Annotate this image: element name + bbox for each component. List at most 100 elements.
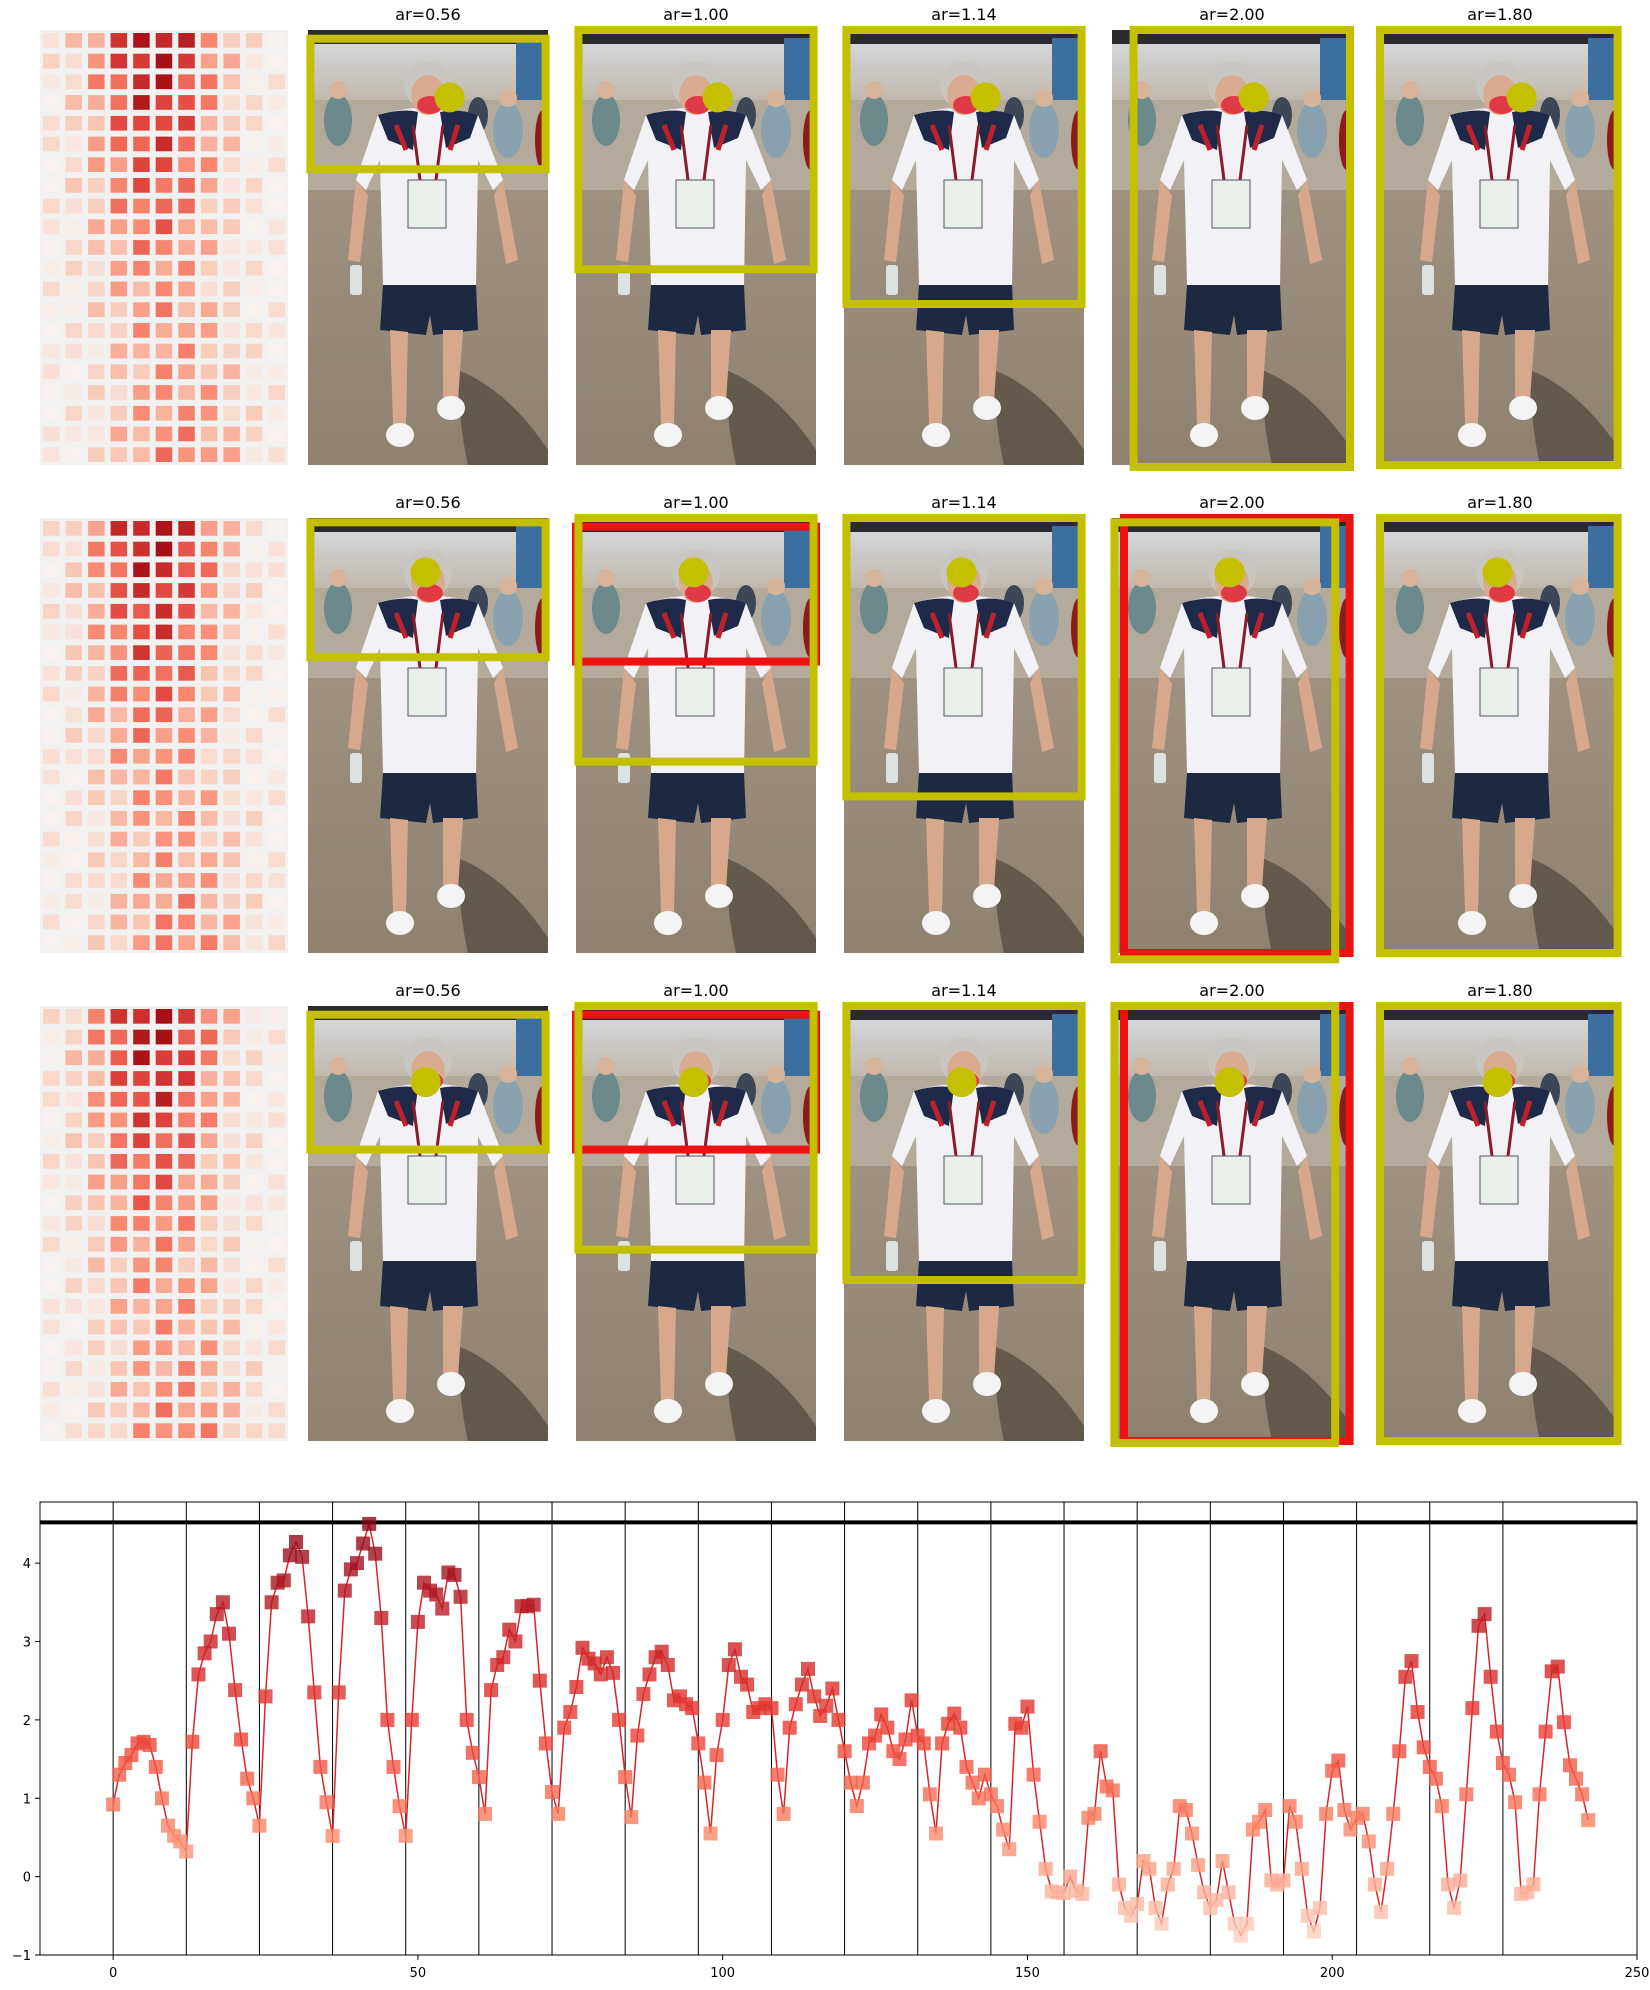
x-tick-label: 50 (410, 1966, 427, 1981)
heatmap-cell (88, 74, 105, 90)
heatmap-cell (88, 686, 105, 702)
heatmap-cell (245, 1278, 263, 1293)
heatmap-cell (178, 33, 195, 48)
heatmap-cell (178, 728, 195, 743)
heatmap-cell (223, 728, 240, 743)
heatmap-cell (155, 707, 173, 723)
heatmap-cell (133, 385, 150, 400)
heatmap-cell (155, 541, 173, 557)
heatmap-cell (268, 1050, 285, 1066)
data-point (325, 1828, 340, 1843)
heatmap-cell (88, 1257, 105, 1273)
heatmap-cell (43, 323, 60, 338)
heatmap-cell (200, 811, 218, 826)
heatmap-cell (88, 728, 105, 743)
data-point (801, 1661, 815, 1676)
heatmap-cell (200, 624, 218, 640)
heatmap-cell (200, 1236, 218, 1252)
heatmap-cell (65, 1029, 82, 1045)
heatmap-cell (88, 385, 105, 400)
heatmap-cell (133, 873, 150, 888)
image-panel: ar=0.56 (306, 5, 550, 465)
panel-title: ar=1.14 (931, 5, 996, 24)
heatmap-cell (110, 521, 128, 536)
heatmap-cell (155, 1071, 173, 1086)
heatmap-cell (200, 240, 218, 255)
heatmap-cell (223, 323, 240, 338)
data-point (807, 1689, 822, 1704)
heatmap-cell (65, 893, 82, 909)
keypoint-dot (1214, 557, 1245, 588)
heatmap-cell (178, 447, 195, 462)
heatmap-cell (245, 624, 263, 640)
heatmap-cell (200, 1029, 218, 1045)
heatmap-cell (268, 1195, 285, 1211)
heatmap-cell (223, 53, 240, 69)
heatmap-cell (65, 364, 82, 380)
plot-frame (39, 1501, 1638, 1956)
data-point (1453, 1873, 1468, 1888)
heatmap-cell (178, 1195, 195, 1211)
heatmap-cell (223, 748, 240, 764)
heatmap-cell (268, 198, 285, 214)
heatmap-cell (155, 1133, 173, 1148)
heatmap-cell (43, 583, 60, 598)
heatmap-cell (43, 1423, 60, 1438)
heatmap-cell (223, 1216, 240, 1231)
heatmap-cell (65, 541, 82, 557)
heatmap-cell (88, 1133, 105, 1148)
heatmap-cell (155, 666, 173, 681)
data-point (246, 1791, 261, 1806)
data-point (203, 1634, 218, 1649)
heatmap-cell (223, 1133, 240, 1148)
data-point (154, 1791, 169, 1806)
heatmap-cell (133, 935, 150, 950)
data-point (618, 1770, 633, 1785)
heatmap-cell (268, 1071, 285, 1086)
heatmap-cell (155, 748, 173, 764)
heatmap-cell (88, 115, 105, 131)
data-point (453, 1589, 468, 1604)
heatmap-cell (133, 893, 150, 909)
heatmap-cell (245, 790, 263, 805)
panel-title: ar=1.00 (663, 5, 728, 24)
data-point (1422, 1759, 1437, 1774)
heatmap-cell (155, 95, 173, 110)
heatmap-cell (88, 219, 105, 235)
heatmap-cell (178, 1009, 195, 1024)
heatmap-cell (133, 583, 150, 598)
heatmap-cell (43, 748, 60, 764)
heatmap-cell (88, 1423, 105, 1438)
heatmap-cell (178, 831, 195, 847)
heatmap-cell (178, 562, 195, 578)
data-point (709, 1748, 724, 1763)
heatmap-cell (223, 1278, 240, 1293)
heatmap-cell (110, 914, 128, 930)
data-point (185, 1734, 200, 1749)
heatmap-cell (133, 707, 150, 723)
heatmap-cell (110, 1071, 128, 1086)
heatmap-cell (110, 1112, 128, 1128)
heatmap-cell (65, 1154, 82, 1169)
heatmap-cell (43, 790, 60, 805)
data-point (1014, 1720, 1029, 1735)
heatmap-cell (88, 1381, 105, 1397)
heatmap-cell (65, 1091, 82, 1107)
heatmap-cell (110, 728, 128, 743)
data-point (977, 1767, 992, 1782)
data-point (825, 1681, 840, 1696)
image-panel: ar=1.14 (842, 493, 1086, 953)
heatmap-cell (88, 157, 105, 172)
heatmap-cell (155, 1257, 173, 1273)
heatmap-cell (268, 1299, 285, 1314)
heatmap-cell (178, 893, 195, 909)
heatmap-cell (223, 831, 240, 847)
data-point (563, 1705, 578, 1719)
data-point (215, 1595, 230, 1610)
heatmap-cell (43, 1340, 60, 1356)
heatmap-cell (65, 1009, 82, 1024)
heatmap-cell (155, 1299, 173, 1314)
heatmap-cell (223, 33, 240, 48)
data-point (1239, 1916, 1254, 1931)
heatmap-cell (88, 914, 105, 930)
